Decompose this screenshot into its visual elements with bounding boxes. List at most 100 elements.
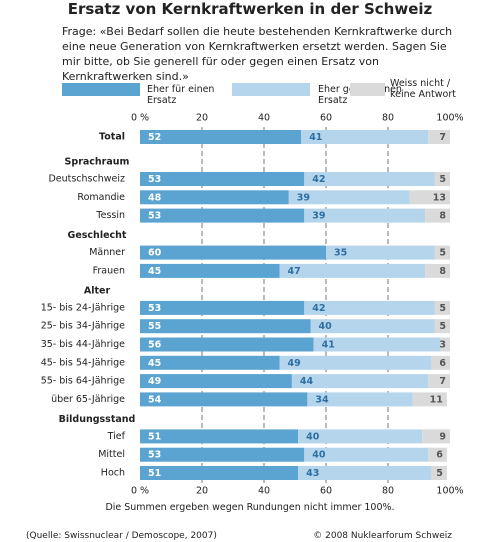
bar-segment bbox=[298, 429, 423, 444]
bar-segment bbox=[140, 355, 280, 370]
category-label: Mittel bbox=[98, 449, 125, 460]
value-label: 3 bbox=[439, 340, 446, 351]
category-label: Total bbox=[99, 132, 125, 143]
value-label: 5 bbox=[439, 248, 446, 259]
value-label: 42 bbox=[312, 174, 325, 185]
category-label: 45- bis 54-Jährige bbox=[41, 357, 125, 368]
bar-segment bbox=[431, 355, 450, 370]
value-label: 53 bbox=[148, 450, 161, 461]
bar-segment bbox=[140, 392, 308, 407]
bar-segment bbox=[140, 429, 299, 444]
category-label: Männer bbox=[89, 247, 125, 258]
x-tick-label: 40 bbox=[258, 113, 270, 124]
value-label: 48 bbox=[148, 192, 162, 203]
value-label: 39 bbox=[312, 211, 325, 222]
legend-swatch bbox=[62, 83, 140, 96]
value-label: 5 bbox=[436, 468, 443, 479]
category-label: 35- bis 44-Jährige bbox=[41, 339, 125, 350]
value-label: 5 bbox=[439, 303, 446, 314]
bar-segment bbox=[304, 447, 429, 462]
bar-segment bbox=[310, 319, 435, 334]
value-label: 53 bbox=[148, 303, 161, 314]
source: (Quelle: Swissnuclear / Demoscope, 2007) bbox=[26, 531, 217, 541]
value-label: 42 bbox=[312, 303, 325, 314]
value-label: 5 bbox=[439, 174, 446, 185]
bar-segment bbox=[140, 300, 305, 315]
value-label: 40 bbox=[319, 321, 333, 332]
value-label: 52 bbox=[148, 132, 161, 143]
x-tick-label: 100% bbox=[436, 486, 463, 497]
value-label: 11 bbox=[430, 394, 443, 405]
legend-label: Eher für einen Ersatz bbox=[147, 84, 215, 106]
value-label: 40 bbox=[312, 450, 326, 461]
bar-segment bbox=[434, 245, 450, 260]
bar-segment bbox=[326, 245, 435, 260]
value-label: 5 bbox=[439, 321, 446, 332]
bar-segment bbox=[304, 208, 426, 223]
value-label: 6 bbox=[439, 358, 446, 369]
bar-segment bbox=[428, 447, 447, 462]
chart-title: Ersatz von Kernkraftwerken in der Schwei… bbox=[67, 0, 433, 18]
legend-swatch bbox=[350, 83, 385, 96]
value-label: 47 bbox=[288, 266, 301, 277]
value-label: 7 bbox=[439, 376, 446, 387]
legend-label: Weiss nicht / keine Antwort bbox=[390, 78, 456, 100]
bar-segment bbox=[140, 447, 305, 462]
x-tick-label: 20 bbox=[196, 113, 208, 124]
x-tick-label: 60 bbox=[320, 113, 332, 124]
value-label: 41 bbox=[309, 132, 322, 143]
group-header: Sprachraum bbox=[65, 157, 130, 168]
bar-segment bbox=[428, 130, 450, 144]
bar-segment bbox=[304, 300, 435, 315]
value-label: 43 bbox=[306, 468, 319, 479]
bar-segment bbox=[425, 208, 450, 223]
category-label: Tessin bbox=[95, 210, 125, 221]
bar-segment bbox=[428, 374, 450, 389]
question: Frage: «Bei Bedarf sollen die heute best… bbox=[62, 25, 453, 83]
legend-swatch bbox=[232, 83, 310, 96]
group-header: Geschlecht bbox=[68, 230, 127, 241]
bar-segment bbox=[140, 374, 292, 389]
value-label: 60 bbox=[148, 248, 162, 259]
category-label: 55- bis 64-Jährige bbox=[41, 376, 125, 387]
category-label: Hoch bbox=[101, 468, 125, 479]
x-tick-label: 80 bbox=[382, 113, 394, 124]
bar-segment bbox=[298, 466, 432, 480]
value-label: 41 bbox=[322, 340, 335, 351]
value-label: 49 bbox=[148, 376, 161, 387]
bar-segment bbox=[434, 319, 450, 334]
bar-segment bbox=[140, 130, 302, 144]
footnote: Die Summen ergeben wegen Rundungen nicht… bbox=[105, 502, 395, 513]
x-tick-label: 100% bbox=[436, 113, 463, 124]
bar-segment bbox=[140, 466, 299, 480]
value-label: 9 bbox=[439, 431, 446, 442]
value-label: 6 bbox=[436, 450, 443, 461]
bar-segment bbox=[425, 263, 450, 278]
bar-segment bbox=[279, 355, 432, 370]
value-label: 13 bbox=[433, 192, 446, 203]
bar-segment bbox=[313, 337, 441, 352]
bar-segment bbox=[440, 337, 450, 352]
category-label: 15- bis 24-Jährige bbox=[41, 302, 125, 313]
value-label: 44 bbox=[300, 376, 314, 387]
value-label: 40 bbox=[306, 431, 320, 442]
value-label: 51 bbox=[148, 468, 161, 479]
category-label: Deutschschweiz bbox=[48, 174, 125, 185]
x-tick-label: 20 bbox=[196, 486, 208, 497]
x-tick-label: 0 % bbox=[131, 113, 149, 124]
x-tick-label: 60 bbox=[320, 486, 332, 497]
bar-segment bbox=[140, 245, 326, 260]
group-header: Alter bbox=[84, 285, 111, 296]
value-label: 56 bbox=[148, 340, 162, 351]
bar-segment bbox=[288, 190, 410, 205]
bar-segment bbox=[431, 466, 447, 480]
group-header: Bildungsstand bbox=[59, 414, 136, 425]
bar-segment bbox=[434, 172, 450, 186]
value-label: 39 bbox=[297, 192, 310, 203]
value-label: 45 bbox=[148, 358, 161, 369]
bar-segment bbox=[140, 208, 305, 223]
bar-segment bbox=[140, 190, 289, 205]
bar-segment bbox=[422, 429, 450, 444]
